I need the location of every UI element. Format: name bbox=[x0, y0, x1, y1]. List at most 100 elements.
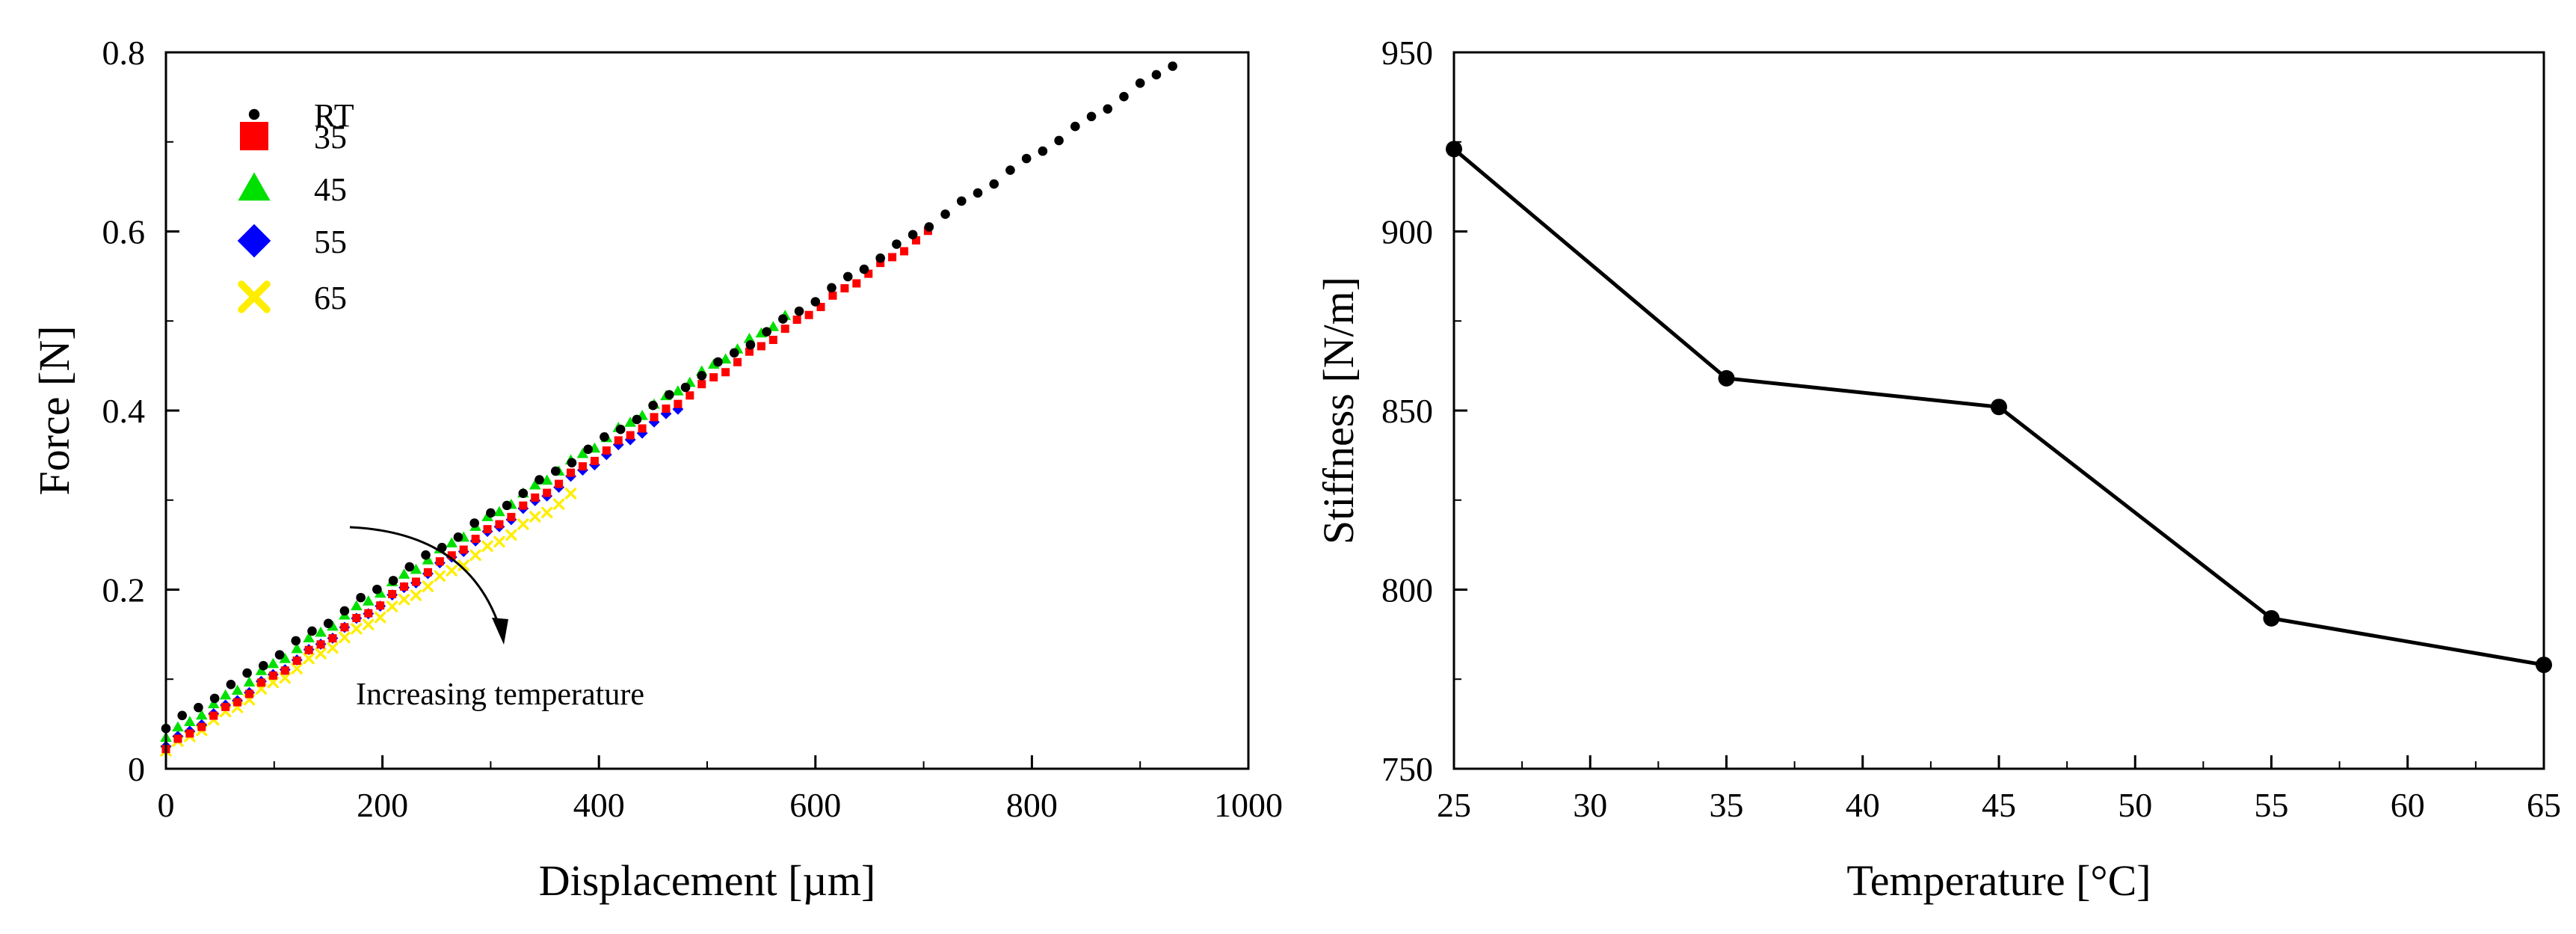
data-point-45 bbox=[172, 721, 184, 732]
data-point-35 bbox=[578, 462, 587, 471]
data-point-35 bbox=[888, 253, 897, 262]
data-point-35 bbox=[721, 368, 730, 377]
legend-marker-rt bbox=[248, 108, 260, 120]
right-x-tick-label: 65 bbox=[2527, 786, 2561, 824]
data-point-45 bbox=[540, 474, 553, 485]
data-point-35 bbox=[435, 557, 444, 566]
data-point-35 bbox=[626, 431, 635, 440]
right-y-tick-label: 950 bbox=[1381, 34, 1433, 72]
data-point-45 bbox=[243, 676, 256, 687]
data-point-35 bbox=[804, 310, 813, 319]
data-point-rt bbox=[810, 297, 821, 307]
data-point-65 bbox=[279, 672, 291, 684]
data-point-rt bbox=[1038, 146, 1048, 156]
left-y-tick-label: 0.4 bbox=[102, 392, 146, 430]
data-point-65 bbox=[493, 535, 505, 548]
right-y-tick-label: 900 bbox=[1381, 213, 1433, 251]
data-point-65 bbox=[541, 506, 553, 519]
data-point-rt bbox=[680, 382, 691, 393]
data-point-35 bbox=[400, 582, 409, 591]
right-x-tick-label: 40 bbox=[1846, 786, 1880, 824]
data-point-45 bbox=[291, 642, 303, 654]
data-point-45 bbox=[279, 652, 292, 663]
data-point-45 bbox=[327, 620, 339, 631]
data-point-35 bbox=[328, 634, 337, 643]
data-point-35 bbox=[304, 645, 313, 654]
data-point-45 bbox=[576, 447, 589, 458]
data-point-rt bbox=[908, 230, 918, 240]
data-point-45 bbox=[315, 626, 327, 637]
data-point-rt bbox=[274, 650, 285, 660]
right-ticks: 25 30 35 40 45 50 55 60 65 750 800 850 900 950 bbox=[1381, 34, 2561, 824]
data-point-35 bbox=[602, 446, 611, 455]
data-point-rt bbox=[600, 432, 609, 442]
data-point-35 bbox=[780, 325, 789, 334]
data-point-rt bbox=[989, 179, 999, 189]
data-point-rt bbox=[194, 702, 203, 713]
legend-label: 55 bbox=[314, 224, 347, 260]
data-point-rt bbox=[307, 626, 317, 636]
data-point-35 bbox=[244, 689, 253, 698]
data-point-65 bbox=[398, 594, 410, 606]
data-point-65 bbox=[469, 549, 481, 562]
legend-item-65: 65 bbox=[238, 280, 347, 316]
data-point-45 bbox=[529, 479, 541, 490]
data-point-35 bbox=[292, 656, 301, 665]
data-point-35 bbox=[423, 568, 432, 577]
data-point-35 bbox=[459, 545, 468, 554]
data-point-rt bbox=[729, 348, 739, 358]
data-point-35 bbox=[745, 347, 754, 356]
data-point-rt bbox=[1005, 165, 1015, 175]
data-point-rt bbox=[1086, 111, 1097, 122]
data-point-65 bbox=[375, 611, 386, 624]
data-point-35 bbox=[674, 399, 682, 408]
right-x-tick-label: 45 bbox=[1982, 786, 2016, 824]
left-y-tick-label: 0.2 bbox=[102, 571, 146, 609]
data-point-65 bbox=[422, 580, 434, 592]
data-point-rt bbox=[1070, 121, 1080, 132]
data-point-45 bbox=[219, 689, 232, 700]
series-35 bbox=[161, 227, 932, 754]
left-ticks: 0 200 400 600 800 1000 0 0.2 0.4 0.6 0.8 bbox=[102, 34, 1284, 824]
legend-label: 65 bbox=[314, 280, 347, 316]
right-x-tick-label: 25 bbox=[1437, 786, 1471, 824]
data-point-45 bbox=[231, 684, 244, 695]
data-point-45 bbox=[267, 657, 280, 669]
right-y-tick-label: 800 bbox=[1381, 571, 1433, 609]
left-x-tick-label: 400 bbox=[573, 786, 625, 824]
data-point-65 bbox=[386, 600, 398, 612]
data-point-35 bbox=[567, 468, 576, 477]
data-point-35 bbox=[662, 404, 671, 413]
data-point-35 bbox=[221, 702, 230, 711]
stiffness-point bbox=[2263, 609, 2280, 627]
legend-item-35: 35 bbox=[240, 119, 347, 156]
data-point-45 bbox=[195, 709, 208, 720]
data-point-rt bbox=[177, 710, 188, 721]
legend-label: RT bbox=[314, 97, 354, 134]
data-point-35 bbox=[352, 613, 361, 622]
data-point-35 bbox=[852, 279, 861, 288]
data-point-rt bbox=[242, 668, 252, 678]
data-point-rt bbox=[372, 584, 382, 594]
data-point-35 bbox=[697, 380, 706, 389]
legend-marker-35 bbox=[240, 122, 268, 150]
data-point-rt bbox=[794, 306, 804, 316]
left-y-axis-title: Force [N] bbox=[30, 325, 78, 495]
data-point-35 bbox=[483, 525, 492, 534]
legend-item-45: 45 bbox=[238, 171, 347, 208]
data-point-rt bbox=[924, 222, 934, 232]
data-point-rt bbox=[842, 271, 853, 282]
data-point-65 bbox=[552, 498, 565, 510]
data-point-rt bbox=[762, 327, 771, 337]
data-point-65 bbox=[339, 631, 351, 644]
data-point-rt bbox=[892, 239, 902, 249]
data-point-35 bbox=[900, 247, 909, 256]
data-point-rt bbox=[1103, 104, 1113, 114]
data-point-rt bbox=[469, 518, 479, 528]
data-point-35 bbox=[447, 551, 456, 560]
data-point-45 bbox=[719, 353, 732, 364]
data-point-35 bbox=[685, 391, 694, 400]
data-point-65 bbox=[446, 565, 457, 577]
